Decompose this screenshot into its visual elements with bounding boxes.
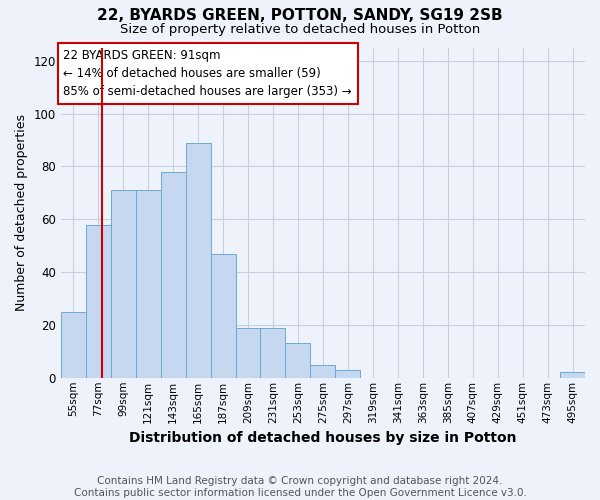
- Bar: [560, 372, 585, 378]
- X-axis label: Distribution of detached houses by size in Potton: Distribution of detached houses by size …: [129, 431, 517, 445]
- Text: 22, BYARDS GREEN, POTTON, SANDY, SG19 2SB: 22, BYARDS GREEN, POTTON, SANDY, SG19 2S…: [97, 8, 503, 22]
- Text: 22 BYARDS GREEN: 91sqm
← 14% of detached houses are smaller (59)
85% of semi-det: 22 BYARDS GREEN: 91sqm ← 14% of detached…: [64, 49, 352, 98]
- Bar: [260, 328, 286, 378]
- Bar: [185, 142, 211, 378]
- Bar: [86, 224, 111, 378]
- Bar: [236, 328, 260, 378]
- Text: Contains HM Land Registry data © Crown copyright and database right 2024.
Contai: Contains HM Land Registry data © Crown c…: [74, 476, 526, 498]
- Bar: [286, 344, 310, 378]
- Bar: [61, 312, 86, 378]
- Bar: [136, 190, 161, 378]
- Bar: [111, 190, 136, 378]
- Bar: [161, 172, 185, 378]
- Text: Size of property relative to detached houses in Potton: Size of property relative to detached ho…: [120, 22, 480, 36]
- Bar: [211, 254, 236, 378]
- Bar: [335, 370, 361, 378]
- Bar: [310, 364, 335, 378]
- Y-axis label: Number of detached properties: Number of detached properties: [15, 114, 28, 311]
